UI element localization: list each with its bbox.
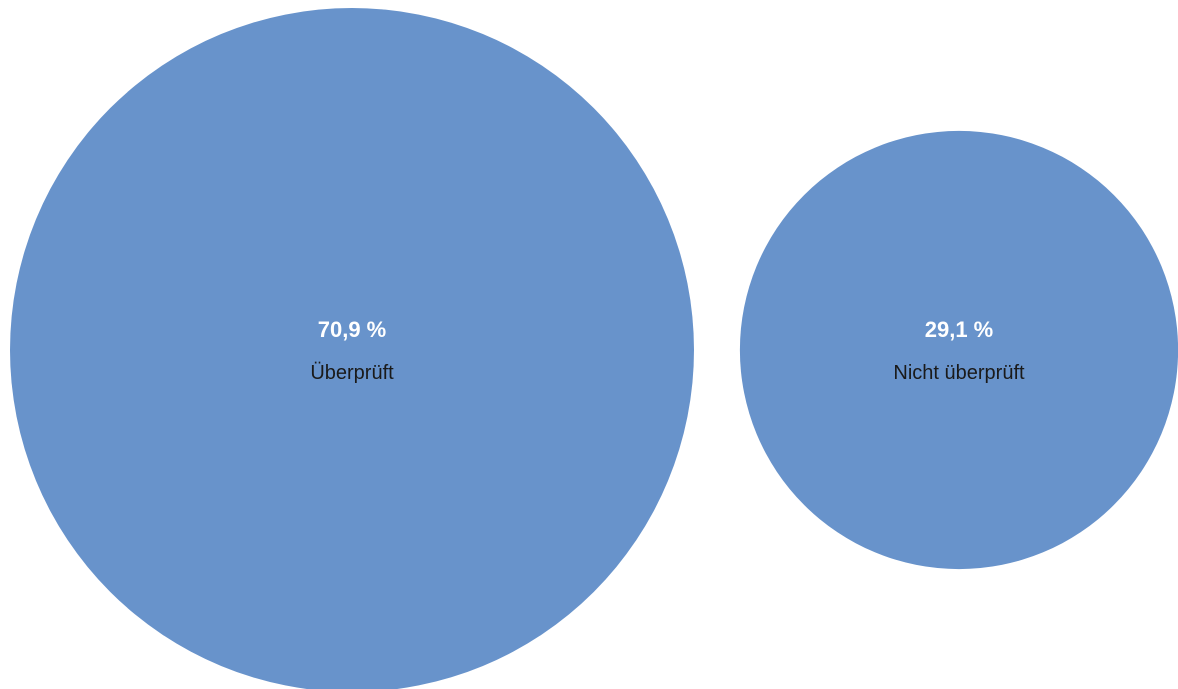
bubbles-group: 70,9 % Überprüft 29,1 % Nicht überprüft (10, 8, 1178, 689)
bubble-1 (10, 8, 694, 689)
bubble-value-label-2: 29,1 % (925, 317, 994, 342)
bubble-2 (739, 130, 1178, 570)
bubble-value-label-1: 70,9 % (318, 317, 387, 342)
bubble-category-label-1: Überprüft (310, 362, 394, 384)
bubble-category-label-2: Nicht überprüft (893, 362, 1025, 384)
